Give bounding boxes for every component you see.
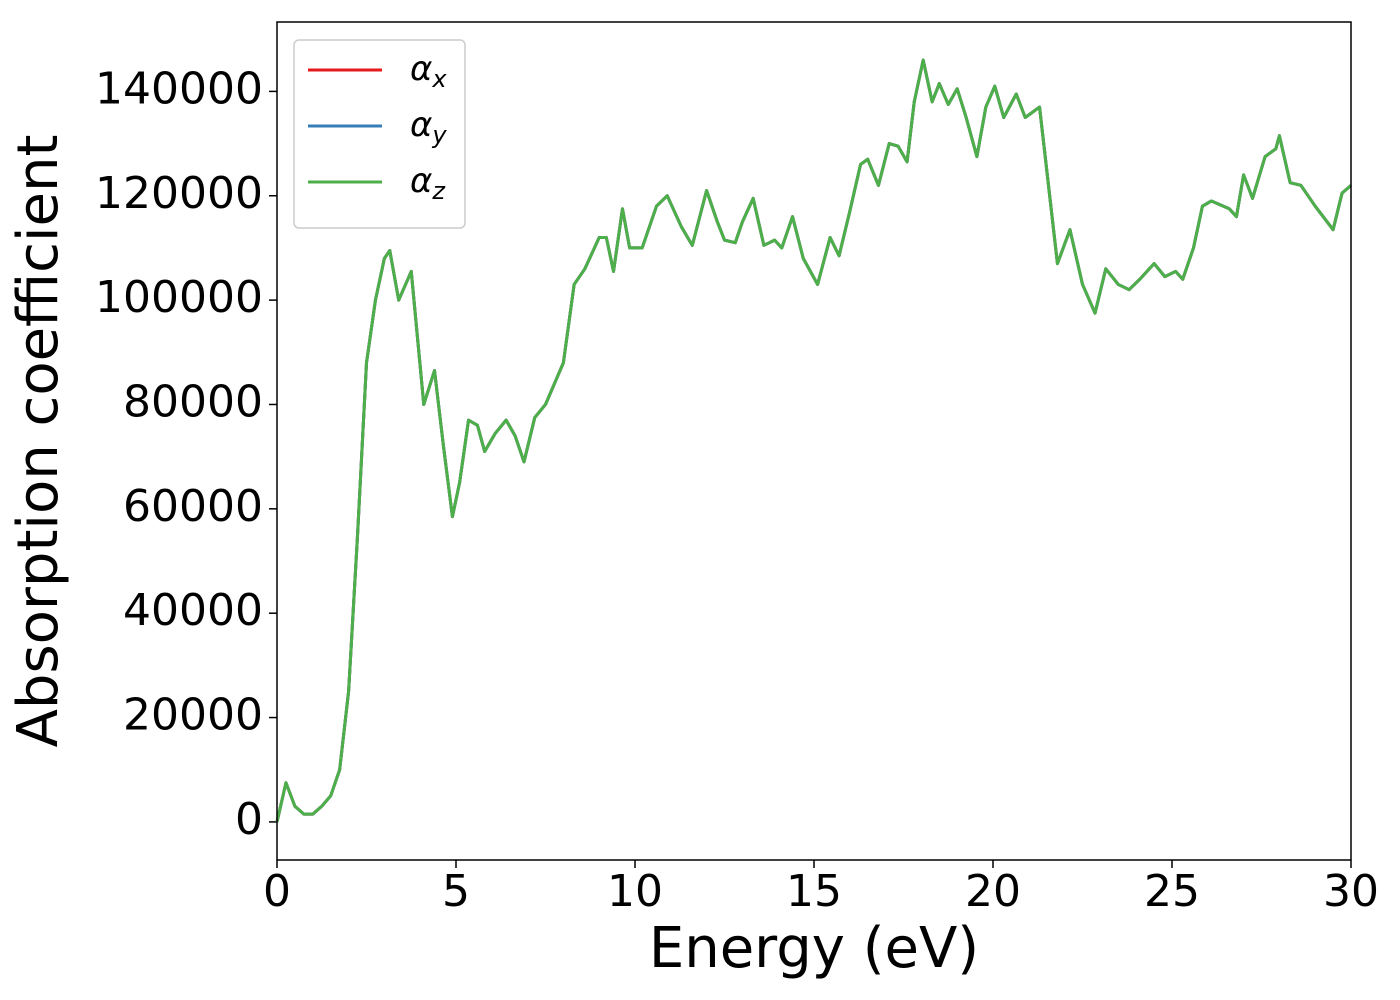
x-axis-label: Energy (eV) [649,916,979,981]
y-tick-label: 0 [235,794,263,845]
plot-frame [276,21,1352,861]
y-tick-label: 20000 [123,690,263,741]
y-tick-label: 80000 [123,376,263,427]
y-tick-label: 100000 [95,272,263,323]
legend-label: αz [410,161,446,206]
x-tick-label: 20 [965,866,1021,917]
x-tick-label: 0 [263,866,291,917]
series-line [275,58,1352,823]
y-tick-label: 60000 [123,481,263,532]
y-tick-label: 120000 [95,168,263,219]
x-tick-label: 30 [1323,866,1379,917]
y-tick-label: 40000 [123,585,263,636]
legend-label: αx [410,49,447,94]
x-tick-label: 10 [607,866,663,917]
y-tick-label: 140000 [95,63,263,114]
y-axis-label: Absorption coefficient [6,135,71,748]
x-tick-label: 15 [786,866,842,917]
x-tick-label: 5 [442,866,470,917]
x-tick-label: 25 [1144,866,1200,917]
legend-label: αy [410,105,447,150]
